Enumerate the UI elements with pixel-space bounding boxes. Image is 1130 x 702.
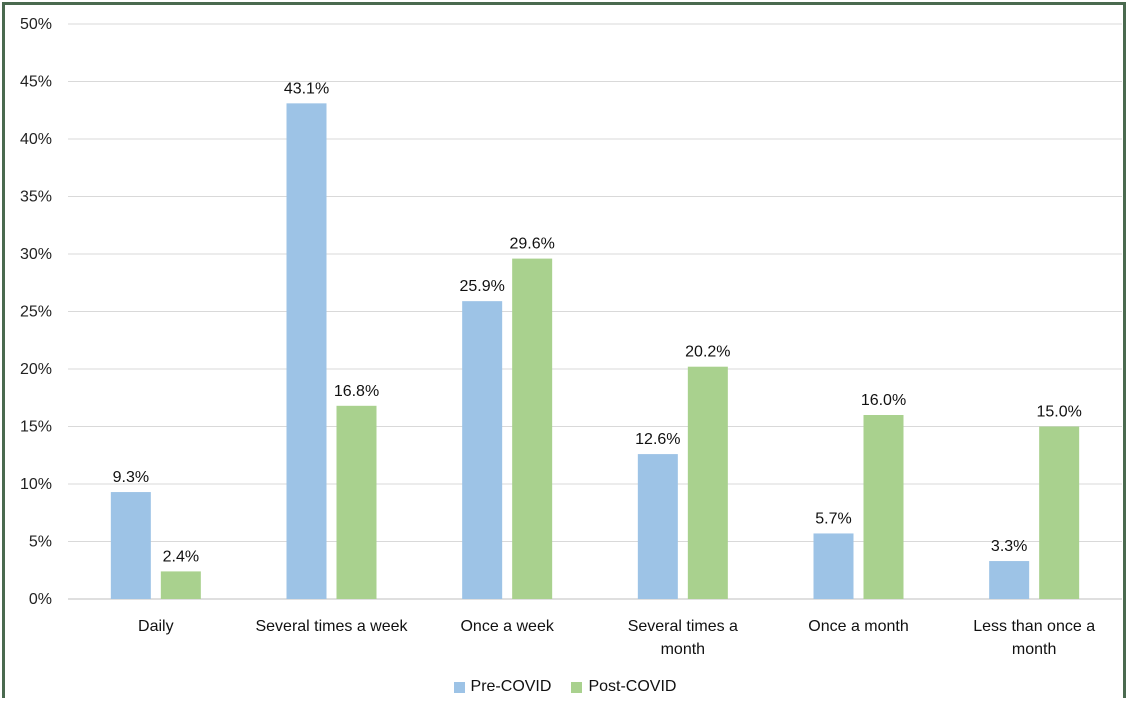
x-category-label: month bbox=[661, 641, 705, 658]
bar-post-covid bbox=[1039, 426, 1080, 599]
bar-post-covid bbox=[863, 415, 904, 599]
x-category-label: Once a week bbox=[460, 618, 554, 635]
y-tick-label: 25% bbox=[20, 304, 52, 321]
legend-item-post-covid: Post-COVID bbox=[571, 678, 676, 696]
legend-swatch-pre-covid bbox=[453, 681, 465, 693]
bar-post-covid bbox=[687, 366, 728, 599]
data-label: 3.3% bbox=[991, 538, 1027, 555]
y-tick-label: 15% bbox=[20, 419, 52, 436]
bar-post-covid bbox=[512, 258, 553, 599]
x-category-label: Several times a week bbox=[255, 618, 408, 635]
y-axis-ticks: 0% 5% 10% 15% 20% 25% 30% 35% 40% 45% 50% bbox=[20, 16, 52, 608]
bar-pre-covid bbox=[462, 301, 503, 599]
gridlines bbox=[68, 23, 1122, 600]
y-tick-label: 40% bbox=[20, 131, 52, 148]
y-tick-label: 20% bbox=[20, 361, 52, 378]
x-category-label: Several times a bbox=[628, 618, 738, 635]
bar-post-covid bbox=[160, 571, 201, 599]
x-category-label: Less than once a bbox=[973, 618, 1095, 635]
data-label: 43.1% bbox=[284, 80, 329, 97]
data-label: 25.9% bbox=[459, 278, 504, 295]
legend: Pre-COVID Post-COVID bbox=[0, 678, 1130, 696]
bar-pre-covid bbox=[637, 454, 678, 599]
data-label: 16.8% bbox=[334, 383, 379, 400]
data-label: 20.2% bbox=[685, 344, 730, 361]
bar-pre-covid bbox=[286, 103, 327, 599]
y-tick-label: 10% bbox=[20, 476, 52, 493]
legend-item-pre-covid: Pre-COVID bbox=[453, 678, 552, 696]
x-category-label: month bbox=[1012, 641, 1056, 658]
data-label: 2.4% bbox=[163, 548, 199, 565]
bars bbox=[110, 103, 1080, 599]
data-label: 15.0% bbox=[1036, 404, 1081, 421]
y-tick-label: 50% bbox=[20, 16, 52, 33]
data-label: 5.7% bbox=[815, 510, 851, 527]
bar-post-covid bbox=[336, 405, 377, 599]
y-tick-label: 0% bbox=[29, 591, 52, 608]
x-axis-categories: Daily Several times a week Once a week Seve… bbox=[138, 618, 1095, 658]
y-tick-label: 35% bbox=[20, 189, 52, 206]
data-label: 16.0% bbox=[861, 392, 906, 409]
data-labels: 9.3% 2.4% 43.1% 16.8% 25.9% 29.6% 12.6% 20.2% 5.… bbox=[113, 80, 1082, 565]
legend-swatch-post-covid bbox=[571, 681, 583, 693]
x-category-label: Daily bbox=[138, 618, 174, 635]
data-label: 12.6% bbox=[635, 431, 680, 448]
data-label: 29.6% bbox=[509, 236, 554, 253]
data-label: 9.3% bbox=[113, 469, 149, 486]
x-category-label: Once a month bbox=[808, 618, 909, 635]
y-tick-label: 45% bbox=[20, 74, 52, 91]
legend-label-pre-covid: Pre-COVID bbox=[470, 678, 552, 695]
y-tick-label: 5% bbox=[29, 534, 52, 551]
y-tick-label: 30% bbox=[20, 246, 52, 263]
bar-pre-covid bbox=[110, 492, 151, 599]
bar-pre-covid bbox=[813, 533, 854, 599]
legend-label-post-covid: Post-COVID bbox=[588, 678, 677, 695]
bar-pre-covid bbox=[989, 561, 1030, 599]
